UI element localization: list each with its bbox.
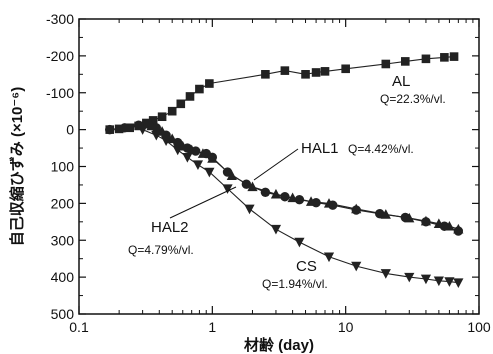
data-point-cs <box>420 274 432 285</box>
y-tick-label: 500 <box>51 306 75 322</box>
data-point-al <box>421 54 431 64</box>
y-tick-label: 100 <box>51 159 75 175</box>
data-point-hal1 <box>105 124 115 135</box>
data-point-hal2 <box>270 188 282 199</box>
data-point-cs <box>151 130 162 141</box>
data-point-cs <box>172 145 183 156</box>
data-point-hal2 <box>404 212 415 223</box>
data-point-hal2 <box>351 203 362 214</box>
data-point-al <box>341 64 350 74</box>
data-point-al <box>280 66 290 75</box>
data-point-cs <box>351 261 362 272</box>
data-point-al <box>381 59 391 69</box>
data-point-cs <box>294 237 305 248</box>
y-tick-label: 200 <box>51 195 75 211</box>
axes <box>78 18 480 315</box>
data-point-al <box>440 53 449 62</box>
data-point-al <box>320 67 330 76</box>
series-markers <box>105 52 464 288</box>
data-point-cs <box>160 136 172 146</box>
x-tick-label: 10 <box>338 319 354 335</box>
data-point-al <box>157 112 167 122</box>
annotation-hal1-q: Q=4.42%/vl. <box>348 142 414 156</box>
annotation-hal2-leader <box>169 186 237 219</box>
data-point-al <box>261 70 270 79</box>
data-point-cs <box>192 160 204 170</box>
annotation-hal1-label: HAL1 <box>301 140 339 157</box>
data-point-hal2 <box>433 218 444 228</box>
x-tick-label: 1 <box>208 319 216 335</box>
annotation-hal2-q: Q=4.79%/vl. <box>128 243 194 257</box>
data-point-cs <box>404 272 415 283</box>
annotation-hal1-leader <box>253 148 299 181</box>
data-point-hal1 <box>280 192 290 202</box>
data-point-cs <box>244 204 255 215</box>
data-point-cs <box>270 224 282 235</box>
annotations: AL Q=22.3%/vl. HAL1 Q=4.42%/vl. HAL2 Q=4.79%/… <box>128 73 446 291</box>
y-tick-label: -200 <box>46 48 74 64</box>
data-point-hal2 <box>197 148 209 158</box>
data-point-cs <box>204 167 215 178</box>
data-point-al <box>185 92 195 101</box>
y-axis-title: 自己収縮ひずみ (×10⁻⁶) <box>8 87 26 246</box>
x-axis-title: 材齢 (day) <box>244 336 314 354</box>
data-point-cs <box>137 125 148 135</box>
data-point-cs <box>323 252 335 263</box>
annotation-hal2-label: HAL2 <box>151 219 189 236</box>
data-point-hal2 <box>287 192 298 203</box>
data-point-hal1 <box>260 187 271 198</box>
x-tick-label: 0.1 <box>69 319 89 335</box>
y-tick-label: -300 <box>46 11 74 27</box>
y-tick-label: 400 <box>51 269 75 285</box>
data-point-al <box>114 124 124 134</box>
data-point-cs <box>380 269 391 279</box>
data-point-hal2 <box>226 170 237 181</box>
x-tick-label: 100 <box>467 319 491 335</box>
data-point-hal2 <box>167 133 178 144</box>
data-point-cs <box>222 184 233 194</box>
plot-frame <box>78 18 480 315</box>
data-point-al <box>176 99 186 109</box>
y-tick-label: 0 <box>66 122 74 138</box>
data-point-al <box>400 57 410 66</box>
y-tick-label: 300 <box>51 232 75 248</box>
data-point-hal1 <box>375 209 385 219</box>
data-point-al <box>167 106 177 116</box>
y-tick-label: -100 <box>46 85 74 101</box>
data-point-hal2 <box>453 223 464 234</box>
annotation-al-label: AL <box>392 73 410 90</box>
data-point-hal2 <box>380 209 391 219</box>
annotation-cs-label: CS <box>296 258 317 275</box>
data-point-hal1 <box>119 123 130 133</box>
data-point-al <box>195 84 204 94</box>
data-point-cs <box>453 278 464 288</box>
data-point-hal2 <box>186 144 197 155</box>
data-point-cs <box>444 277 455 287</box>
annotation-cs-q: Q=1.94%/vl. <box>262 277 328 291</box>
data-point-hal1 <box>241 179 252 189</box>
data-point-cs <box>182 152 193 163</box>
data-point-hal2 <box>420 215 432 226</box>
data-point-hal2 <box>323 198 335 208</box>
data-point-hal2 <box>146 120 157 131</box>
data-point-hal2 <box>207 153 218 163</box>
data-point-cs <box>433 276 444 287</box>
data-point-al <box>205 79 214 88</box>
data-point-hal2 <box>247 181 258 192</box>
data-point-al <box>148 116 158 125</box>
annotation-al-q: Q=22.3%/vl. <box>380 92 446 106</box>
data-point-hal2 <box>444 220 455 231</box>
data-point-hal2 <box>305 196 317 206</box>
axis-titles: 材齢 (day) 自己収縮ひずみ (×10⁻⁶) <box>8 87 314 354</box>
data-point-al <box>311 68 321 77</box>
data-point-al <box>125 123 134 133</box>
data-point-al <box>301 70 310 79</box>
data-point-al <box>449 52 459 61</box>
